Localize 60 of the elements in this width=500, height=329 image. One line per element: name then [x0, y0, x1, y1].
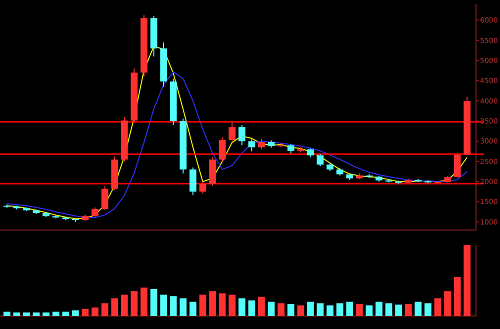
bar: [297, 305, 304, 316]
bar: [424, 303, 432, 316]
bar: [180, 298, 187, 316]
bar: [268, 302, 275, 316]
candlestick: [228, 121, 236, 142]
bar: [101, 303, 108, 316]
bar: [92, 307, 98, 316]
bar: [160, 294, 167, 316]
bar: [150, 289, 158, 316]
candlestick: [238, 124, 246, 146]
bar: [13, 312, 20, 316]
candlestick: [248, 138, 256, 152]
bar: [366, 305, 373, 316]
bar: [23, 312, 30, 316]
bar: [385, 303, 392, 316]
candlestick: [101, 186, 108, 210]
bar: [464, 245, 471, 316]
bar: [170, 296, 177, 316]
bar: [414, 302, 422, 316]
candlestick: [258, 138, 265, 150]
candlestick: [199, 181, 206, 194]
bar: [42, 312, 50, 316]
candlestick: [218, 136, 226, 162]
bar: [434, 298, 442, 316]
bar: [209, 291, 216, 316]
bar: [356, 304, 363, 316]
bar: [199, 294, 206, 316]
candlestick: [190, 166, 196, 196]
bar: [278, 303, 284, 316]
bar: [444, 291, 451, 316]
bar: [140, 288, 148, 316]
bar: [287, 304, 294, 316]
bar: [307, 302, 314, 316]
bar: [336, 303, 344, 316]
bar: [111, 298, 118, 316]
bar: [32, 312, 40, 316]
bar: [62, 312, 70, 316]
bar: [82, 308, 89, 316]
bar: [258, 296, 265, 316]
line-series: [6, 71, 468, 218]
bar: [52, 312, 60, 316]
bar: [238, 298, 246, 316]
candlestick: [92, 206, 98, 218]
candlestick: [454, 152, 461, 178]
bar: [3, 312, 10, 316]
bar: [346, 302, 354, 316]
bar: [376, 302, 382, 316]
candlestick: [316, 154, 324, 167]
bar: [72, 310, 79, 316]
bar: [190, 302, 196, 316]
bar: [248, 300, 256, 316]
bar: [395, 304, 402, 316]
bar: [120, 294, 128, 316]
bar: [326, 305, 334, 316]
bar: [218, 293, 226, 316]
bar: [228, 294, 236, 316]
bar: [316, 303, 324, 316]
bar: [404, 304, 412, 316]
bar: [454, 276, 461, 316]
bar: [130, 291, 138, 316]
